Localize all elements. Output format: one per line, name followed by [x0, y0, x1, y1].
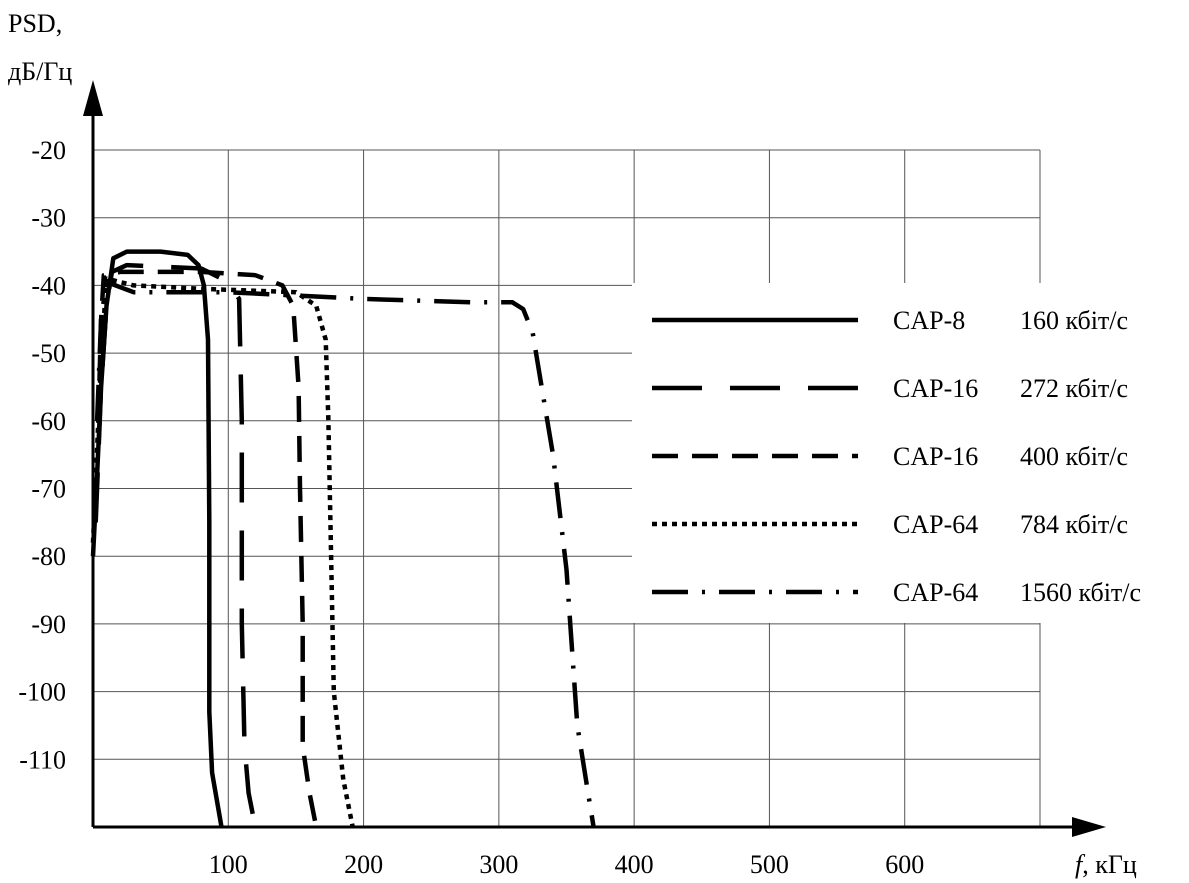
- series-line-1: [93, 262, 258, 828]
- legend-name-3: CAP-64: [893, 510, 978, 539]
- y-tick-label-8: -100: [18, 678, 66, 707]
- x-tick-label-4: 500: [750, 850, 789, 879]
- x-axis-title: f, кГц: [1075, 850, 1137, 879]
- legend-background: [632, 283, 1152, 623]
- y-tick-label-1: -30: [31, 204, 66, 233]
- legend-rate-4: 1560 кбіт/с: [1020, 578, 1141, 607]
- y-tick-label-6: -80: [31, 542, 66, 571]
- legend: CAP-8 160 кбіт/с CAP-16 272 кбіт/с CAP-16 400…: [652, 306, 1141, 607]
- x-tick-label-3: 400: [615, 850, 654, 879]
- y-axis-arrow-icon: [83, 80, 103, 116]
- x-axis-title-unit: , кГц: [1082, 850, 1137, 879]
- series-line-3: [90, 276, 355, 828]
- y-axis-title-line2: дБ/Гц: [8, 57, 72, 86]
- series-layer: [90, 249, 596, 828]
- x-tick-label-0: 100: [209, 850, 248, 879]
- legend-name-1: CAP-16: [893, 374, 978, 403]
- y-tick-label-5: -70: [31, 475, 66, 504]
- y-tick-label-9: -110: [19, 745, 66, 774]
- legend-name-2: CAP-16: [893, 442, 978, 471]
- y-tick-label-0: -20: [31, 136, 66, 165]
- x-tick-label-1: 200: [344, 850, 383, 879]
- y-tick-label-3: -50: [31, 339, 66, 368]
- y-tick-label-4: -60: [31, 407, 66, 436]
- tick-labels: -20 -30 -40 -50 -60 -70 -80 -90 -100 -110 100 200 30…: [18, 136, 924, 879]
- x-axis-arrow-icon: [1072, 817, 1106, 837]
- series-line-0: [90, 249, 224, 828]
- legend-rate-1: 272 кбіт/с: [1020, 374, 1128, 403]
- y-tick-label-7: -90: [31, 610, 66, 639]
- series-line-4: [94, 279, 596, 828]
- legend-name-0: CAP-8: [893, 306, 965, 335]
- x-axis-title-variable: f: [1075, 850, 1086, 879]
- axes: [83, 80, 1106, 837]
- y-tick-label-2: -40: [31, 271, 66, 300]
- legend-rate-3: 784 кбіт/с: [1020, 510, 1128, 539]
- legend-rate-2: 400 кбіт/с: [1020, 442, 1128, 471]
- y-axis-title-line1: PSD,: [8, 9, 62, 38]
- legend-name-4: CAP-64: [893, 578, 978, 607]
- series-line-2: [96, 269, 319, 828]
- x-tick-label-5: 600: [885, 850, 924, 879]
- legend-rate-0: 160 кбіт/с: [1020, 306, 1128, 335]
- x-tick-label-2: 300: [479, 850, 518, 879]
